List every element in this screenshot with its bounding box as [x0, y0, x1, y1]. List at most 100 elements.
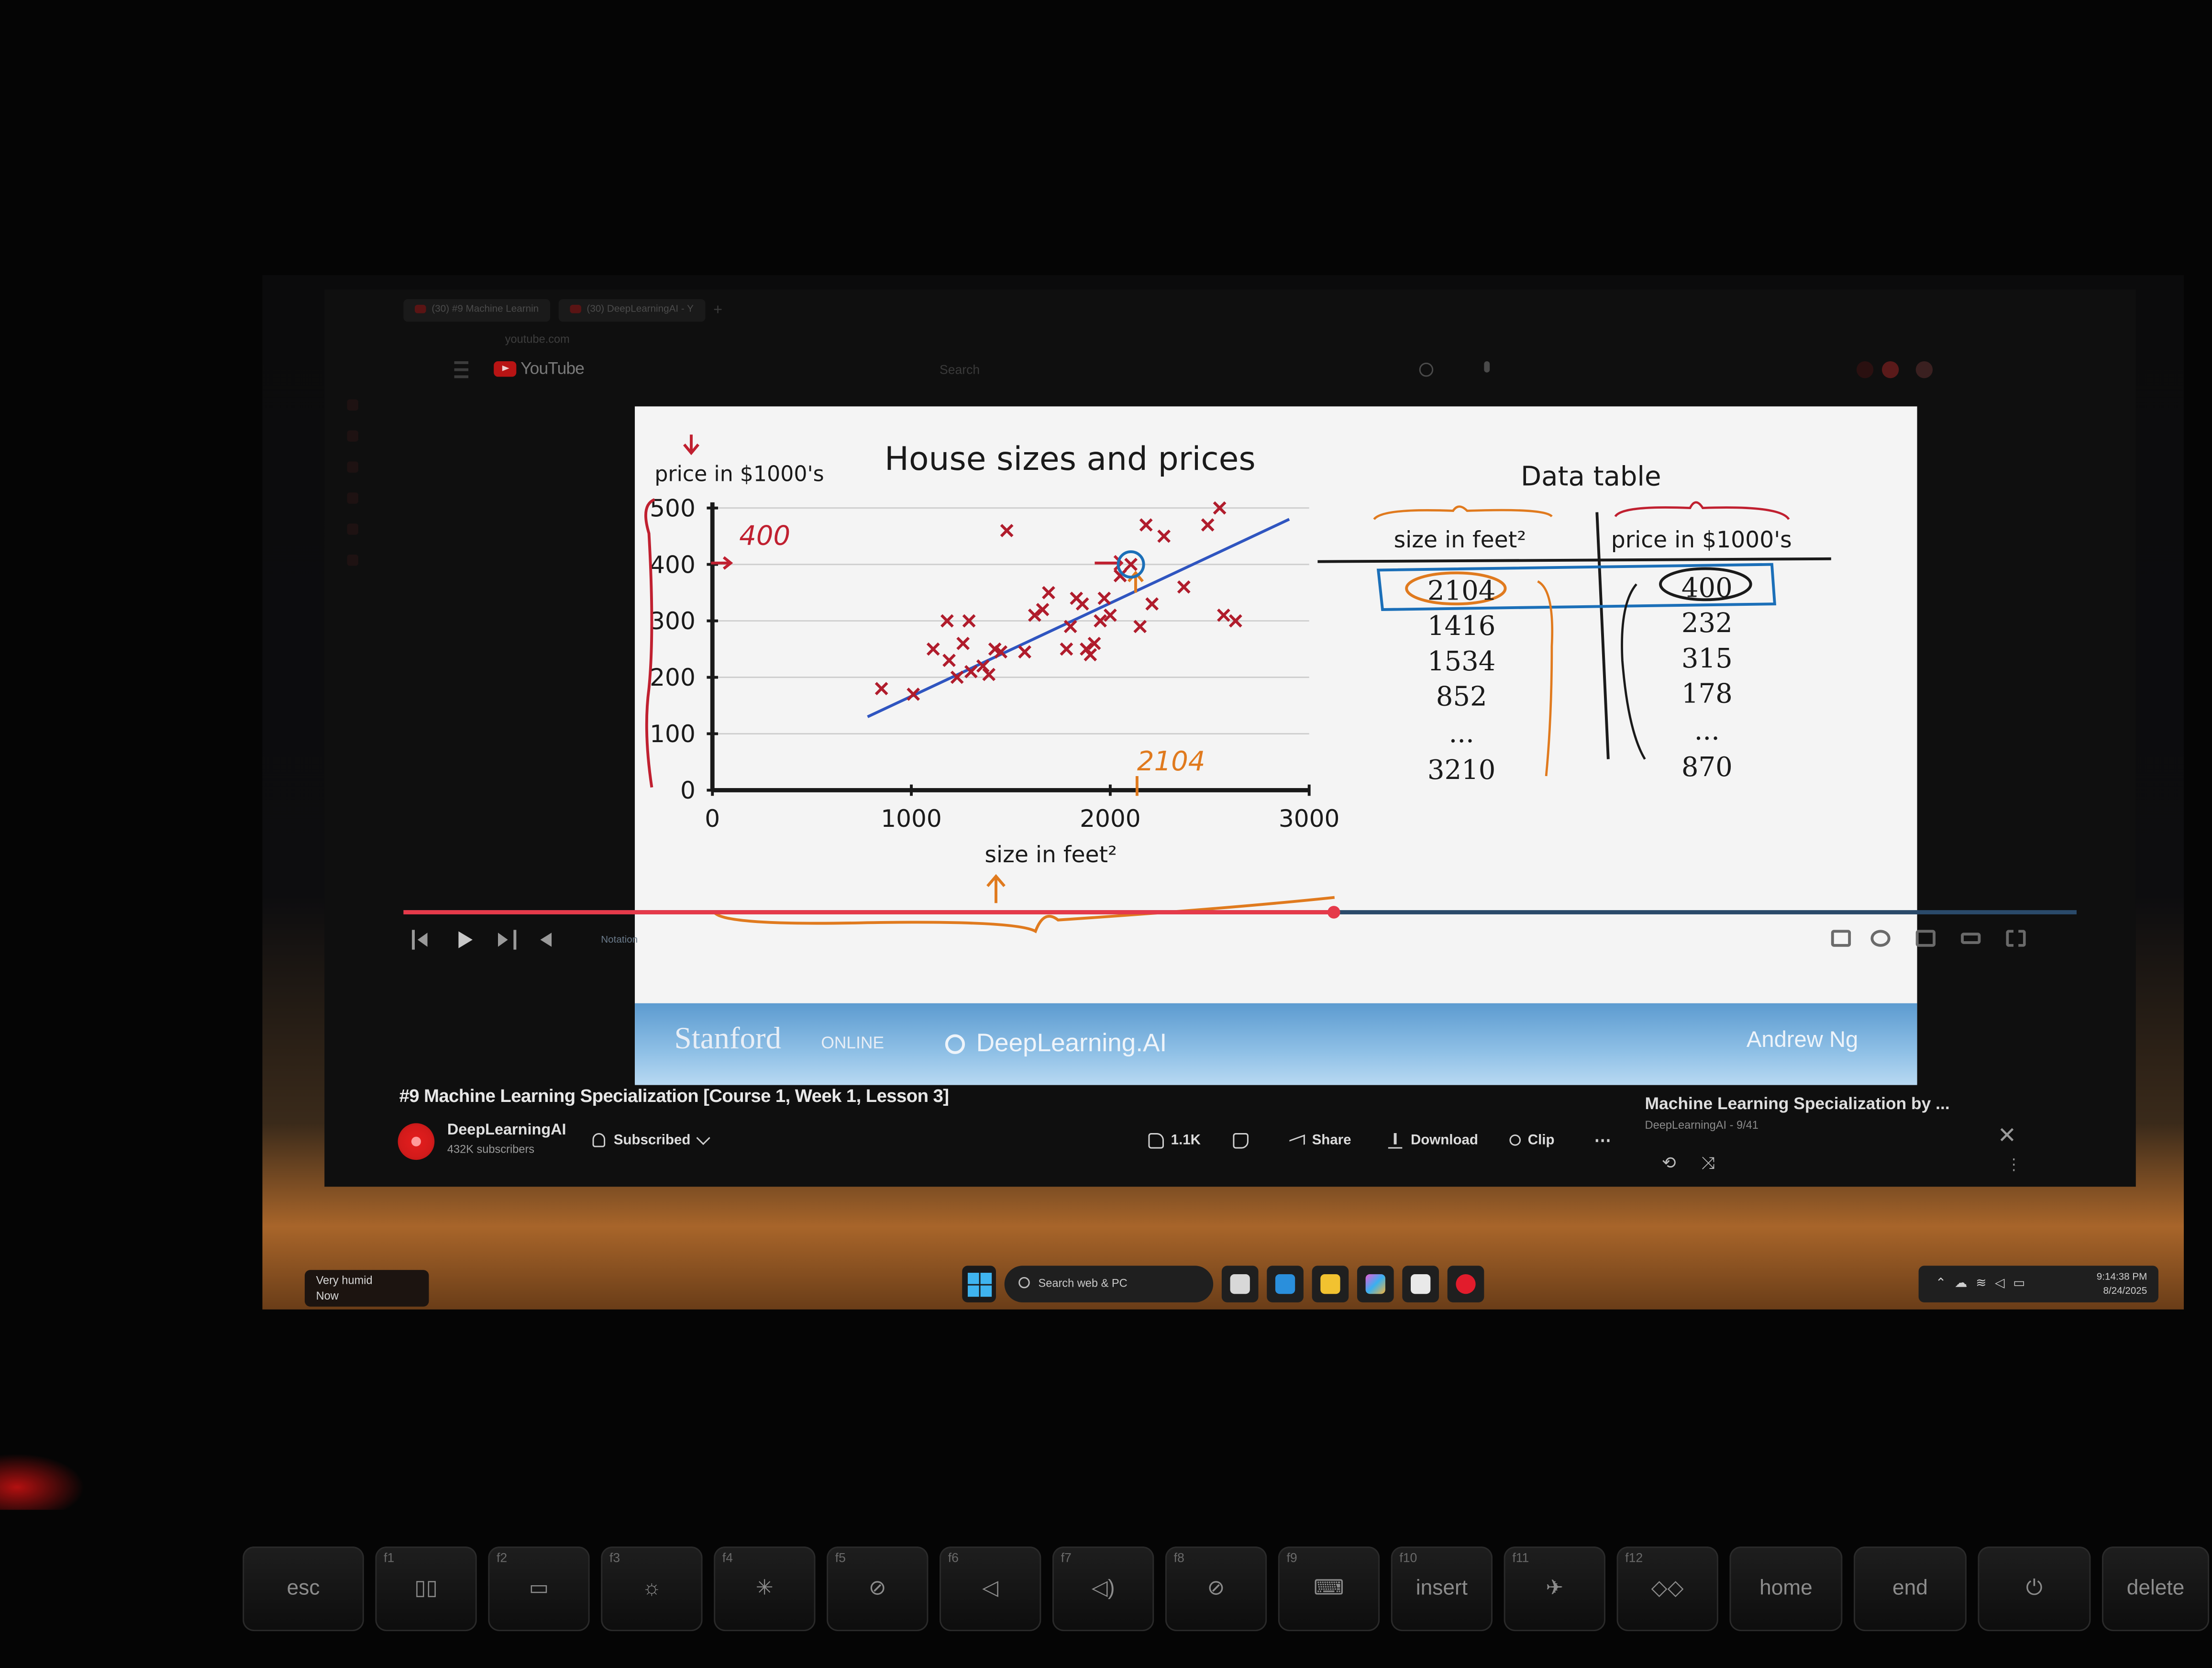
table-col2-cell: 232 — [1681, 608, 1733, 639]
microphone-icon[interactable] — [1484, 361, 1490, 373]
task-view-icon[interactable] — [1221, 1266, 1259, 1302]
key-f3[interactable]: f3 ☼ — [601, 1546, 703, 1632]
download-button[interactable]: Download — [1388, 1127, 1478, 1153]
clock[interactable]: 9:14:38 PM 8/24/2025 — [2096, 1272, 2147, 1297]
sidebar-icon[interactable] — [347, 554, 359, 566]
deeplearning-label: DeepLearning.AI — [976, 1028, 1167, 1057]
x-tick-label: 1000 — [881, 804, 942, 833]
key-esc[interactable]: esc — [243, 1546, 364, 1632]
start-tile — [967, 1285, 979, 1296]
playlist-title[interactable]: Machine Learning Specialization by ... — [1645, 1093, 1950, 1113]
subscribe-button[interactable]: Subscribed — [592, 1124, 711, 1156]
key-delete[interactable]: delete — [2102, 1546, 2210, 1632]
annotation-col1-vbrace — [1537, 580, 1554, 777]
table-col1-cell: 1416 — [1427, 611, 1496, 642]
key-f9[interactable]: f9 ⌨ — [1278, 1546, 1380, 1632]
playlist-panel[interactable]: Machine Learning Specialization by ... D… — [1645, 1093, 2054, 1132]
progress-bar[interactable] — [403, 906, 2077, 919]
data-point-stroke — [1042, 586, 1055, 600]
sidebar-icon[interactable] — [347, 430, 359, 442]
sidebar-ghost — [333, 379, 381, 986]
taskbar-search-input[interactable]: Search web & PC — [1004, 1266, 1214, 1302]
key-f5[interactable]: f5 ⊘ — [827, 1546, 929, 1632]
channel-name[interactable]: DeepLearningAI — [447, 1122, 566, 1139]
search-icon[interactable] — [1419, 362, 1434, 377]
sidebar-icon[interactable] — [347, 461, 359, 473]
data-point — [1201, 518, 1215, 532]
system-tray[interactable]: ⌃☁≋◁▭ 9:14:38 PM 8/24/2025 — [1918, 1266, 2158, 1302]
loop-icon[interactable]: ⟲ — [1661, 1153, 1676, 1173]
more-vertical-icon[interactable]: ⋮ — [2006, 1157, 2022, 1174]
playlist-subtitle: DeepLearningAI - 9/41 — [1645, 1119, 1759, 1132]
tab-channel[interactable]: (30) DeepLearningAI - Y — [558, 299, 705, 322]
vscode-icon[interactable] — [1267, 1266, 1304, 1302]
data-point-stroke — [1157, 529, 1171, 543]
hamburger-menu-icon[interactable] — [454, 361, 469, 378]
tab-video[interactable]: (30) #9 Machine Learnin — [403, 299, 550, 322]
app-switch-icon: ◇◇ — [1651, 1576, 1684, 1601]
brightness-up-icon: ✳ — [755, 1576, 774, 1601]
previous-icon[interactable] — [412, 930, 434, 950]
key-f2[interactable]: f2 ▭ — [488, 1546, 590, 1632]
opera-icon[interactable] — [1447, 1266, 1484, 1302]
browser-window: (30) #9 Machine Learnin (30) DeepLearnin… — [324, 289, 2136, 1187]
file-explorer-icon[interactable] — [1312, 1266, 1349, 1302]
key-power[interactable]: ⏻ — [1978, 1546, 2091, 1632]
sidebar-icon[interactable] — [347, 492, 359, 504]
fullscreen-icon[interactable] — [2006, 930, 2026, 947]
video-player[interactable]: House sizes and prices price in $1000's … — [635, 406, 1917, 1085]
player-controls: Notation — [403, 906, 2077, 967]
share-button[interactable]: Share — [1289, 1127, 1351, 1153]
progress-scrubber[interactable] — [1327, 906, 1340, 919]
key-f4[interactable]: f4 ✳ — [714, 1546, 816, 1632]
key-end[interactable]: end — [1853, 1546, 1967, 1632]
chapter-label[interactable]: Notation — [601, 935, 638, 945]
subtitles-icon[interactable] — [1831, 930, 1851, 947]
sidebar-icon[interactable] — [347, 523, 359, 535]
key-f7[interactable]: f7 ◁) — [1052, 1546, 1154, 1632]
led-glow — [0, 1453, 85, 1510]
next-icon[interactable] — [494, 930, 517, 950]
key-f1[interactable]: f1 ▯▯ — [375, 1546, 477, 1632]
key-f6[interactable]: f6 ◁ — [940, 1546, 1041, 1632]
play-icon[interactable] — [454, 930, 474, 949]
annotation-x-brace — [712, 896, 1335, 934]
new-tab-icon[interactable]: + — [713, 302, 723, 319]
chevron-down-icon — [697, 1131, 711, 1145]
data-point — [1217, 608, 1230, 622]
youtube-logo[interactable]: YouTube — [494, 358, 585, 378]
x-tick-label: 0 — [705, 804, 720, 833]
notifications-icon[interactable] — [1856, 361, 1874, 378]
clip-button[interactable]: Clip — [1509, 1127, 1554, 1153]
shuffle-icon[interactable]: ⤨ — [1701, 1153, 1715, 1173]
weather-widget[interactable]: Very humid Now — [304, 1270, 429, 1307]
theater-mode-icon[interactable] — [1961, 933, 1981, 944]
more-actions-button[interactable]: ⋯ — [1594, 1127, 1612, 1153]
key-f11[interactable]: f11 ✈ — [1504, 1546, 1605, 1632]
sidebar-icon[interactable] — [347, 399, 359, 411]
channel-avatar[interactable] — [398, 1123, 435, 1160]
like-button[interactable]: 1.1K — [1148, 1127, 1201, 1153]
settings-gear-icon[interactable] — [1870, 930, 1891, 947]
key-f8[interactable]: f8 ⊘ — [1165, 1546, 1267, 1632]
data-point — [1113, 569, 1127, 583]
power-icon: ⏻ — [2025, 1576, 2043, 1601]
search-input[interactable]: Search — [940, 362, 980, 377]
data-point — [1124, 557, 1138, 571]
avatar[interactable] — [1915, 361, 1933, 378]
dislike-button[interactable] — [1233, 1127, 1249, 1153]
key-f12[interactable]: f12 ◇◇ — [1616, 1546, 1718, 1632]
miniplayer-icon[interactable] — [1915, 930, 1936, 947]
key-insert[interactable]: f10 insert — [1391, 1546, 1493, 1632]
volume-icon[interactable] — [539, 930, 559, 949]
close-icon[interactable]: ✕ — [1997, 1124, 2017, 1149]
store-icon[interactable] — [1402, 1266, 1439, 1302]
key-home[interactable]: home — [1729, 1546, 1843, 1632]
data-point-stroke — [1213, 501, 1227, 515]
windows-start-icon[interactable] — [962, 1266, 996, 1302]
notifications-badge-icon[interactable] — [1881, 361, 1899, 378]
copilot-icon[interactable] — [1357, 1266, 1394, 1302]
data-point-stroke — [1070, 591, 1084, 605]
address-bar[interactable]: youtube.com — [505, 333, 570, 346]
table-col2-header: price in $1000's — [1611, 527, 1792, 553]
